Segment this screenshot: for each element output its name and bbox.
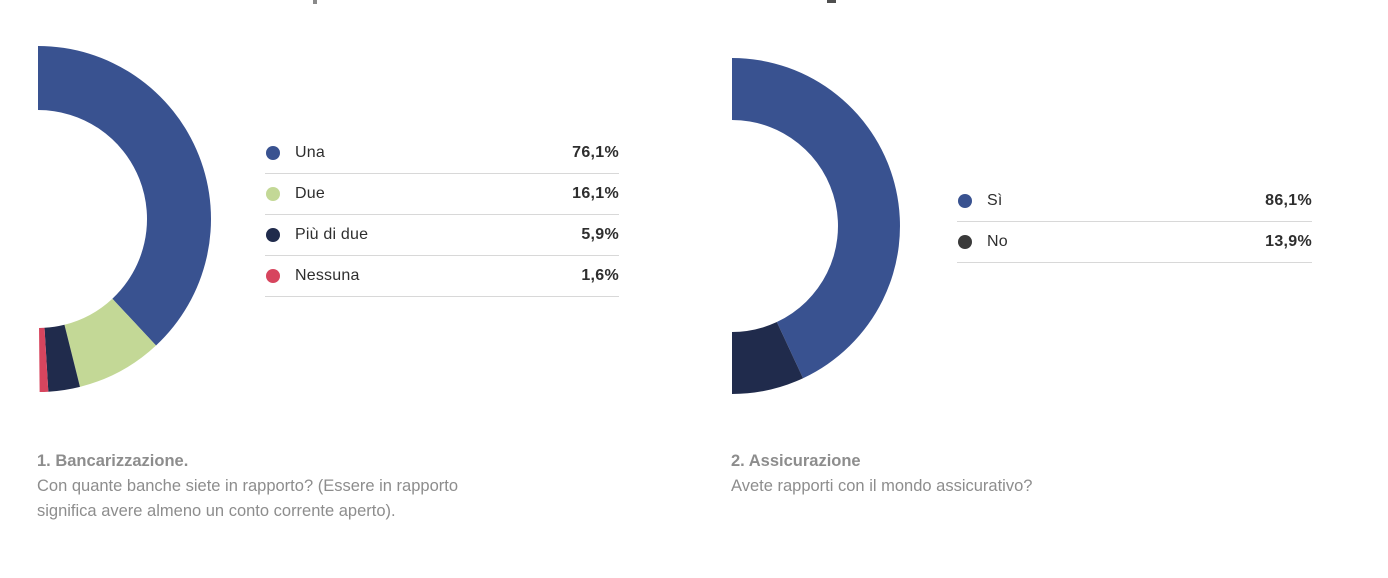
chart-subtitle-line: Avete rapporti con il mondo assicurativo… <box>731 477 1033 495</box>
chart-legend: Sì 86,1% No 13,9% <box>957 181 1312 263</box>
legend-label: Due <box>295 185 325 202</box>
legend-color-dot <box>958 194 972 208</box>
donut-segment-sì <box>732 58 900 379</box>
donut-segment-no <box>732 322 804 394</box>
chart-caption: 1. Bancarizzazione. Con quante banche si… <box>37 449 597 524</box>
legend-color-dot <box>266 228 280 242</box>
legend-label: No <box>987 233 1008 250</box>
legend-row: Una 76,1% <box>265 133 619 174</box>
legend-row: No 13,9% <box>957 222 1312 263</box>
legend-value: 16,1% <box>572 185 619 202</box>
legend-value: 76,1% <box>572 144 619 161</box>
legend-label: Nessuna <box>295 267 360 284</box>
chart-caption: 2. Assicurazione Avete rapporti con il m… <box>731 449 1291 499</box>
legend-row: Sì 86,1% <box>957 181 1312 222</box>
donut-segment-più-di-due <box>44 324 80 392</box>
chart-subtitle-line: significa avere almeno un conto corrente… <box>37 502 396 520</box>
legend-label: Sì <box>987 192 1003 209</box>
legend-color-dot <box>266 187 280 201</box>
donut-segment-due <box>64 298 157 387</box>
chart-subtitle: Con quante banche siete in rapporto? (Es… <box>37 474 597 524</box>
donut-segment-una <box>38 46 211 346</box>
legend-label: Una <box>295 144 325 161</box>
legend-value: 5,9% <box>581 226 619 243</box>
chart-subtitle: Avete rapporti con il mondo assicurativo… <box>731 474 1291 499</box>
legend-row: Due 16,1% <box>265 174 619 215</box>
legend-value: 1,6% <box>581 267 619 284</box>
cropped-text-remnant <box>313 0 317 4</box>
legend-value: 86,1% <box>1265 192 1312 209</box>
legend-value: 13,9% <box>1265 233 1312 250</box>
legend-color-dot <box>266 269 280 283</box>
chart-title: 2. Assicurazione <box>731 452 861 470</box>
chart-legend: Una 76,1% Due 16,1% Più di due 5,9% Ness… <box>265 133 619 297</box>
chart-title: 1. Bancarizzazione. <box>37 452 189 470</box>
donut-segment-nessuna <box>39 327 49 392</box>
legend-row: Nessuna 1,6% <box>265 256 619 297</box>
half-donut-chart <box>732 58 900 394</box>
legend-color-dot <box>266 146 280 160</box>
cropped-text-remnant <box>827 0 836 3</box>
legend-row: Più di due 5,9% <box>265 215 619 256</box>
legend-color-dot <box>958 235 972 249</box>
half-donut-chart <box>38 46 211 392</box>
chart-subtitle-line: Con quante banche siete in rapporto? (Es… <box>37 477 459 495</box>
legend-label: Più di due <box>295 226 369 243</box>
